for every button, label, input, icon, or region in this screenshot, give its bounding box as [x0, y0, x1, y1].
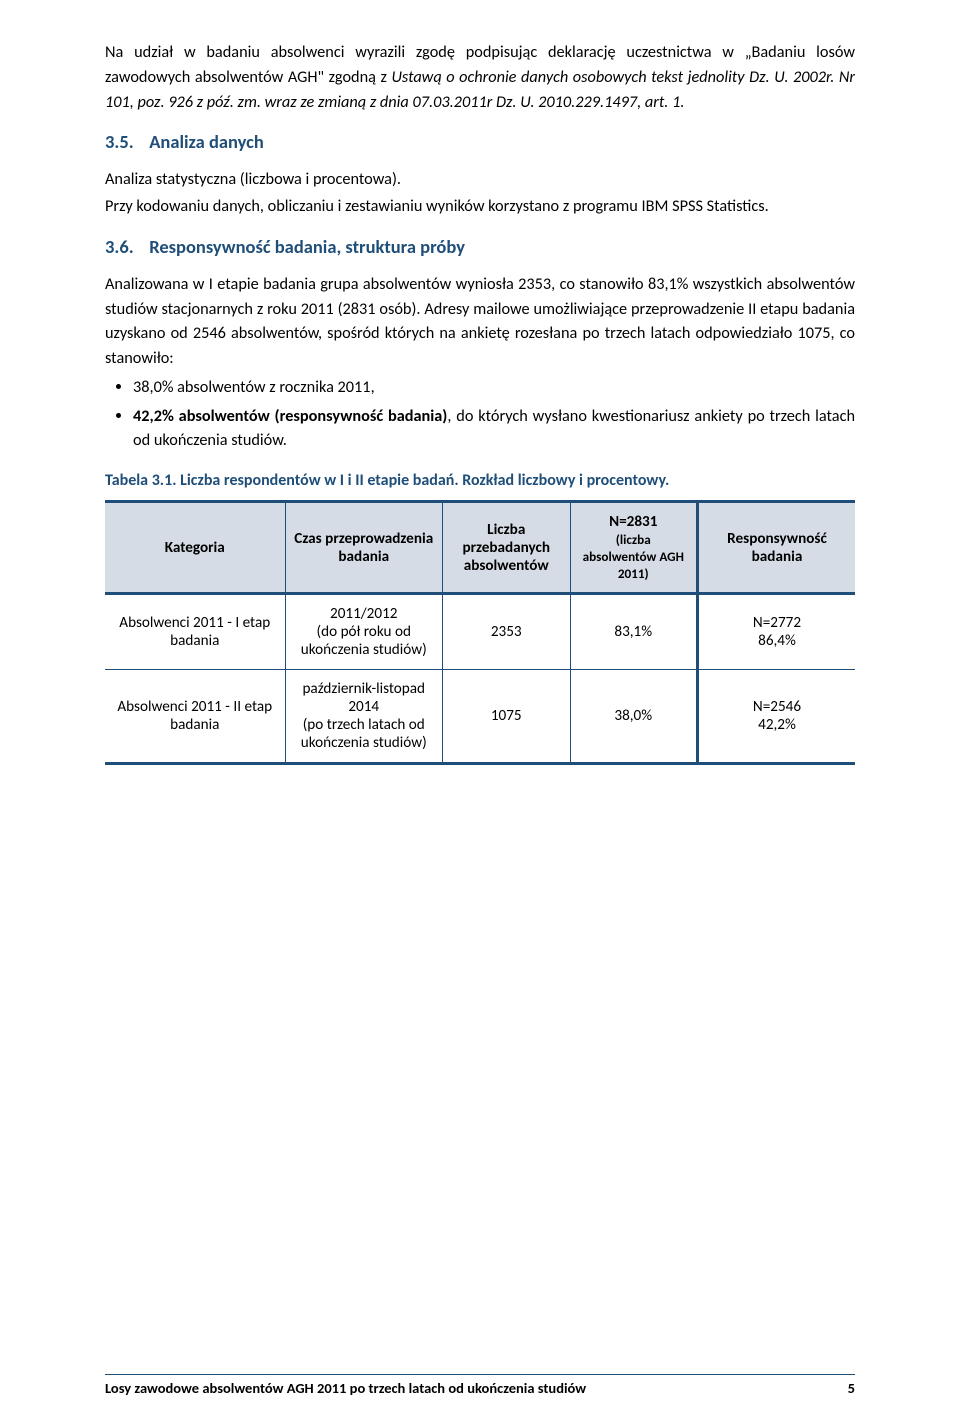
table-row: Absolwenci 2011 - I etap badania 2011/20… — [105, 594, 855, 670]
td-r2-respon-b: 42,2% — [707, 716, 847, 734]
td-r1-czas: 2011/2012 (do pół roku od ukończenia stu… — [285, 594, 443, 670]
heading-3-6-title: Responsywność badania, struktura próby — [149, 235, 465, 258]
th-respon: Responsywność badania — [698, 502, 856, 594]
td-r1-respon: N=2772 86,4% — [698, 594, 856, 670]
td-r1-respon-a: N=2772 — [707, 614, 847, 632]
table-header-row: Kategoria Czas przeprowadzenia badania L… — [105, 502, 855, 594]
table-caption: Tabela 3.1. Liczba respondentów w I i II… — [105, 471, 855, 490]
td-r1-liczba: 2353 — [443, 594, 571, 670]
td-r2-pct: 38,0% — [570, 670, 698, 764]
td-r1-czas-b: (do pół roku od ukończenia studiów) — [294, 623, 435, 659]
footer: Losy zawodowe absolwentów AGH 2011 po tr… — [105, 1374, 855, 1397]
heading-3-6-number: 3.6. — [105, 235, 145, 258]
respondents-table: Kategoria Czas przeprowadzenia badania L… — [105, 500, 855, 765]
td-r2-kategoria: Absolwenci 2011 - II etap badania — [105, 670, 285, 764]
td-r1-kategoria: Absolwenci 2011 - I etap badania — [105, 594, 285, 670]
td-r2-liczba: 1075 — [443, 670, 571, 764]
bullet-item-2: 42,2% absolwentów (responsywność badania… — [133, 404, 855, 454]
para-35a: Analiza statystyczna (liczbowa i procent… — [105, 167, 855, 192]
footer-title: Losy zawodowe absolwentów AGH 2011 po tr… — [105, 1379, 586, 1397]
table-row: Absolwenci 2011 - II etap badania paździ… — [105, 670, 855, 764]
th-czas: Czas przeprowadzenia badania — [285, 502, 443, 594]
td-r2-czas-a: październik-listopad 2014 — [294, 680, 435, 716]
paragraph-intro: Na udział w badaniu absolwenci wyrazili … — [105, 40, 855, 114]
para-36: Analizowana w I etapie badania grupa abs… — [105, 272, 855, 371]
footer-page-number: 5 — [848, 1379, 855, 1397]
bullet-item-1: 38,0% absolwentów z rocznika 2011, — [133, 375, 855, 400]
heading-3-6: 3.6. Responsywność badania, struktura pr… — [105, 235, 855, 258]
bullet-list: 38,0% absolwentów z rocznika 2011, 42,2%… — [133, 375, 855, 453]
page: Na udział w badaniu absolwenci wyrazili … — [0, 0, 960, 1421]
td-r2-czas: październik-listopad 2014 (po trzech lat… — [285, 670, 443, 764]
para-35b: Przy kodowaniu danych, obliczaniu i zest… — [105, 194, 855, 219]
th-kategoria: Kategoria — [105, 502, 285, 594]
td-r1-czas-a: 2011/2012 — [294, 605, 435, 623]
heading-3-5-number: 3.5. — [105, 130, 145, 153]
td-r2-respon-a: N=2546 — [707, 698, 847, 716]
th-n2831-main: N=2831 — [579, 513, 689, 531]
td-r2-respon: N=2546 42,2% — [698, 670, 856, 764]
td-r2-czas-b: (po trzech latach od ukończenia studiów) — [294, 716, 435, 752]
td-r1-pct: 83,1% — [570, 594, 698, 670]
th-n2831: N=2831 (liczba absolwentów AGH 2011) — [570, 502, 698, 594]
td-r1-respon-b: 86,4% — [707, 632, 847, 650]
heading-3-5-title: Analiza danych — [149, 130, 264, 153]
bullet-item-2-bold: 42,2% absolwentów (responsywność badania… — [133, 406, 447, 426]
th-n2831-sub: (liczba absolwentów AGH 2011) — [579, 531, 689, 582]
th-liczba: Liczba przebadanych absolwentów — [443, 502, 571, 594]
heading-3-5: 3.5. Analiza danych — [105, 130, 855, 153]
